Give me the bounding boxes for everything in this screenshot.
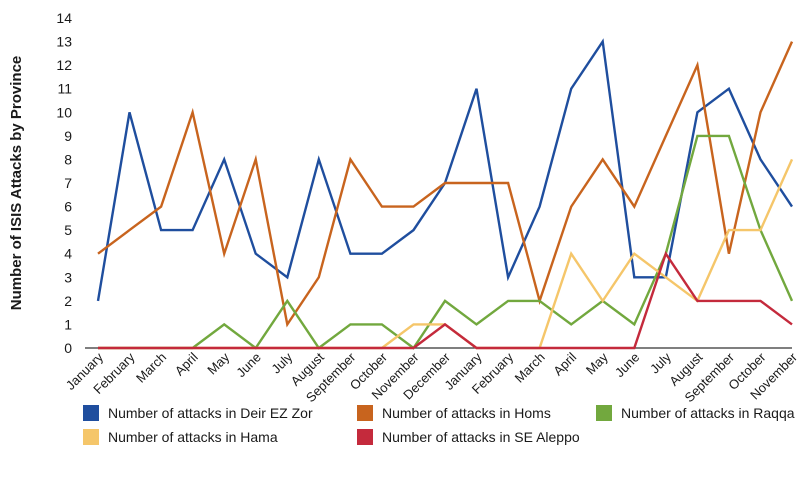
legend-swatch: [83, 405, 99, 421]
x-tick-label: March: [133, 350, 169, 386]
x-tick-label: July: [268, 349, 295, 376]
y-tick-label: 13: [56, 34, 72, 50]
series-line: [98, 251, 793, 350]
y-tick-label: 11: [57, 81, 72, 97]
y-tick-label: 7: [64, 175, 72, 191]
x-tick-label: April: [550, 349, 579, 378]
y-tick-label: 12: [56, 57, 72, 73]
y-tick-label: 2: [64, 293, 72, 309]
x-tick-label: July: [647, 349, 674, 376]
y-tick-label: 14: [56, 10, 72, 26]
legend-swatch: [596, 405, 612, 421]
legend-label: Number of attacks in SE Aleppo: [382, 429, 580, 445]
series-line: [98, 134, 794, 350]
legend-swatch: [83, 429, 99, 445]
x-tick-label: March: [512, 350, 548, 386]
y-tick-label: 5: [64, 222, 72, 238]
legend: Number of attacks in Deir EZ Zor Number o…: [83, 405, 795, 445]
legend-label: Number of attacks in Homs: [382, 405, 551, 421]
series-line: [98, 158, 794, 350]
y-tick-label: 10: [56, 104, 72, 120]
y-tick-label: 4: [64, 246, 72, 262]
y-tick-label: 1: [64, 316, 72, 332]
y-axis-label-group: Number of ISIS Attacks by Province: [8, 56, 25, 311]
y-tick-label: 3: [64, 269, 72, 285]
x-tick-label: May: [204, 349, 232, 377]
x-tick-label: April: [172, 349, 201, 378]
legend-label: Number of attacks in Deir EZ Zor: [108, 405, 313, 421]
legend-label: Number of attacks in Raqqa: [621, 405, 795, 421]
x-tick-label: June: [233, 350, 264, 381]
x-tick-label: May: [583, 349, 611, 377]
x-tick-label: June: [612, 350, 643, 381]
legend-swatch: [357, 405, 373, 421]
y-axis-label: Number of ISIS Attacks by Province: [8, 56, 25, 311]
series-line: [97, 41, 794, 328]
legend-swatch: [357, 429, 373, 445]
y-tick-label: 8: [64, 151, 72, 167]
y-tick-label: 0: [64, 340, 72, 356]
legend-label: Number of attacks in Hama: [108, 429, 278, 445]
series-lines: [96, 38, 794, 350]
y-tick-label: 6: [64, 199, 72, 215]
y-tick-label: 9: [64, 128, 72, 144]
